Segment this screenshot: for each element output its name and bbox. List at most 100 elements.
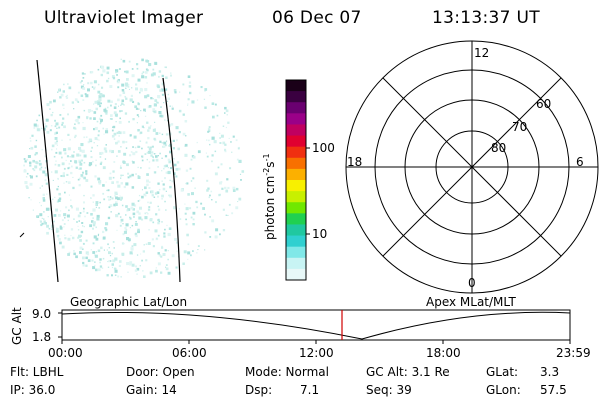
speckle [146,121,149,124]
speckle [140,87,143,91]
speckle [224,106,227,110]
speckle [190,254,192,257]
speckle [211,102,215,105]
speckle [160,255,163,258]
speckle [197,245,200,247]
speckle [180,188,184,192]
speckle [117,197,120,201]
speckle [35,139,38,142]
speckle [191,192,194,196]
speckle [103,133,105,135]
speckle [85,251,89,255]
speckle [67,147,71,151]
speckle [44,222,47,225]
speckle [55,122,59,126]
speckle [41,148,43,151]
speckle [240,179,242,181]
speckle [97,100,101,104]
speckle [112,126,114,128]
speckle [167,250,169,252]
speckle [39,168,42,171]
speckle [107,106,109,109]
speckle [157,95,161,99]
speckle [155,155,158,158]
speckle [97,130,100,133]
colorbar-band [286,135,306,148]
speckle [148,63,152,67]
speckle [68,86,72,90]
speckle [141,75,145,79]
speckle [107,266,110,268]
speckle [56,144,58,146]
speckle [161,246,164,249]
speckle [142,250,145,253]
speckle [93,111,97,114]
speckle [71,101,74,104]
speckle [146,212,148,214]
speckle [140,110,142,112]
uv-image-disk [23,58,243,278]
speckle [79,251,82,254]
speckle [161,198,163,200]
speckle [66,214,70,218]
speckle [90,197,92,199]
speckle [141,195,144,199]
speckle [136,63,139,66]
speckle [161,142,164,144]
speckle [78,146,82,150]
speckle [91,110,93,112]
speckle [116,131,119,135]
speckle [215,201,217,204]
speckle [155,267,157,269]
speckle [80,143,84,147]
speckle [141,159,144,162]
speckle [188,85,192,88]
speckle [114,269,118,273]
speckle [54,196,56,198]
speckle [169,167,172,170]
speckle [46,224,49,228]
speckle [80,174,84,177]
glat-label: GLat: [486,365,519,379]
speckle [204,106,207,109]
speckle [122,223,124,225]
speckle [61,219,64,222]
speckle [117,275,120,278]
speckle [98,268,101,272]
speckle [148,167,151,170]
speckle [160,88,164,92]
speckle [92,266,96,270]
speckle [186,182,189,185]
speckle [99,201,101,204]
speckle [134,269,138,272]
speckle [97,102,101,106]
speckle [118,130,120,133]
speckle [97,68,100,71]
speckle [113,203,116,207]
speckle [110,100,113,103]
speckle [35,152,38,155]
speckle [65,96,69,99]
speckle [126,262,130,266]
speckle [127,238,131,242]
speckle [178,109,182,113]
speckle [169,194,172,198]
speckle [84,73,86,75]
speckle [75,119,79,123]
speckle [72,176,74,178]
speckle [154,62,158,65]
speckle [85,172,88,175]
speckle [227,121,230,124]
speckle [148,105,152,108]
speckle [83,154,87,158]
speckle [89,224,92,228]
speckle [175,167,179,171]
speckle [74,119,76,121]
speckle [178,131,181,134]
speckle [112,259,116,263]
speckle [176,161,180,164]
speckle [86,212,89,214]
speckle [158,208,161,211]
speckle [123,152,127,156]
speckle [56,140,58,143]
